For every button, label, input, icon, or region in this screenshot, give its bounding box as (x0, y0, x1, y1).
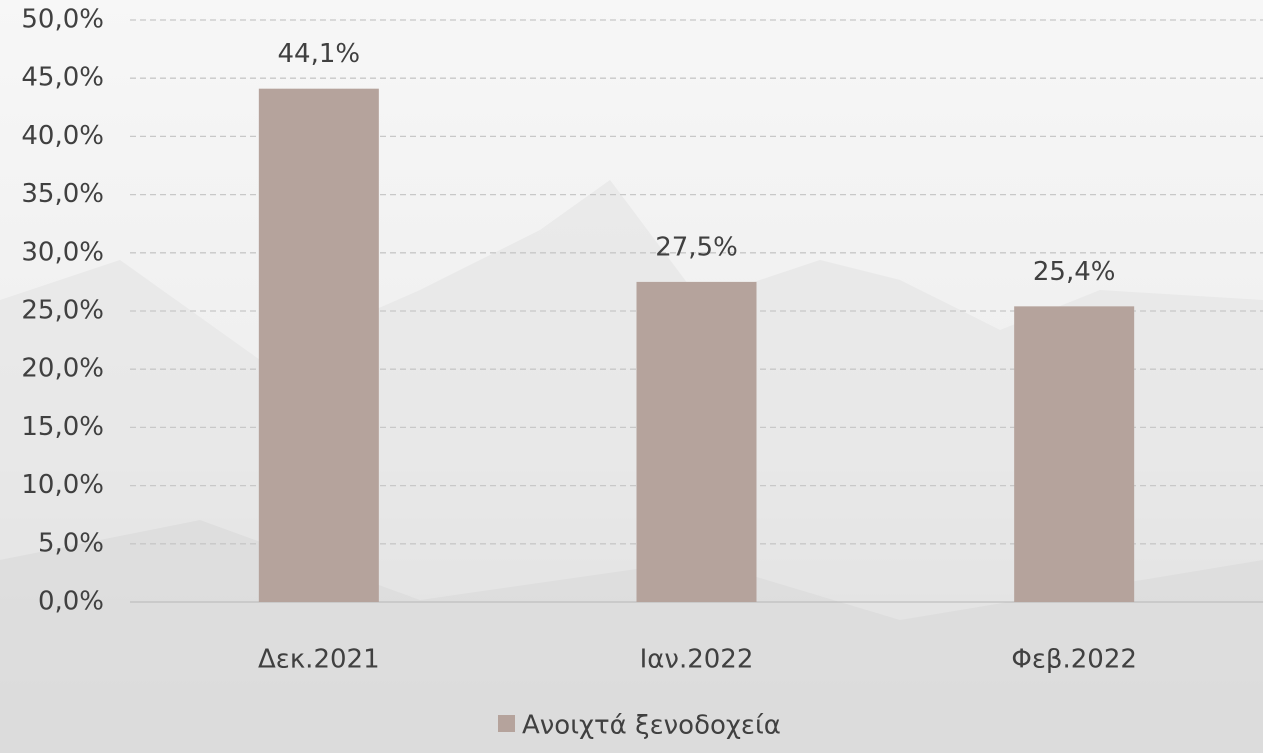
data-label: 25,4% (1033, 257, 1116, 287)
x-tick-label: Φεβ.2022 (1011, 645, 1137, 675)
y-tick-label: 25,0% (21, 296, 104, 326)
y-tick-label: 0,0% (38, 587, 104, 617)
y-tick-label: 5,0% (38, 528, 104, 558)
bar (258, 88, 379, 602)
x-tick-label: Ιαν.2022 (640, 645, 754, 675)
plot-area: 0,0% 5,0% 10,0% 15,0% 20,0% 25,0% 30,0% 35,0% 40… (21, 5, 1263, 741)
data-label: 27,5% (655, 232, 738, 262)
y-tick-label: 30,0% (21, 237, 104, 267)
y-tick-label: 20,0% (21, 354, 104, 384)
y-tick-label: 15,0% (21, 412, 104, 442)
y-tick-label: 45,0% (21, 63, 104, 93)
data-label: 44,1% (278, 39, 361, 69)
legend-label: Ανοιχτά ξενοδοχεία (522, 711, 781, 741)
legend-marker (498, 715, 515, 732)
x-tick-label: Δεκ.2021 (258, 645, 380, 675)
y-tick-label: 35,0% (21, 179, 104, 209)
y-tick-label: 50,0% (21, 5, 104, 35)
y-tick-label: 10,0% (21, 470, 104, 500)
y-tick-label: 40,0% (21, 121, 104, 151)
bar (1014, 306, 1135, 602)
bar (636, 281, 757, 602)
